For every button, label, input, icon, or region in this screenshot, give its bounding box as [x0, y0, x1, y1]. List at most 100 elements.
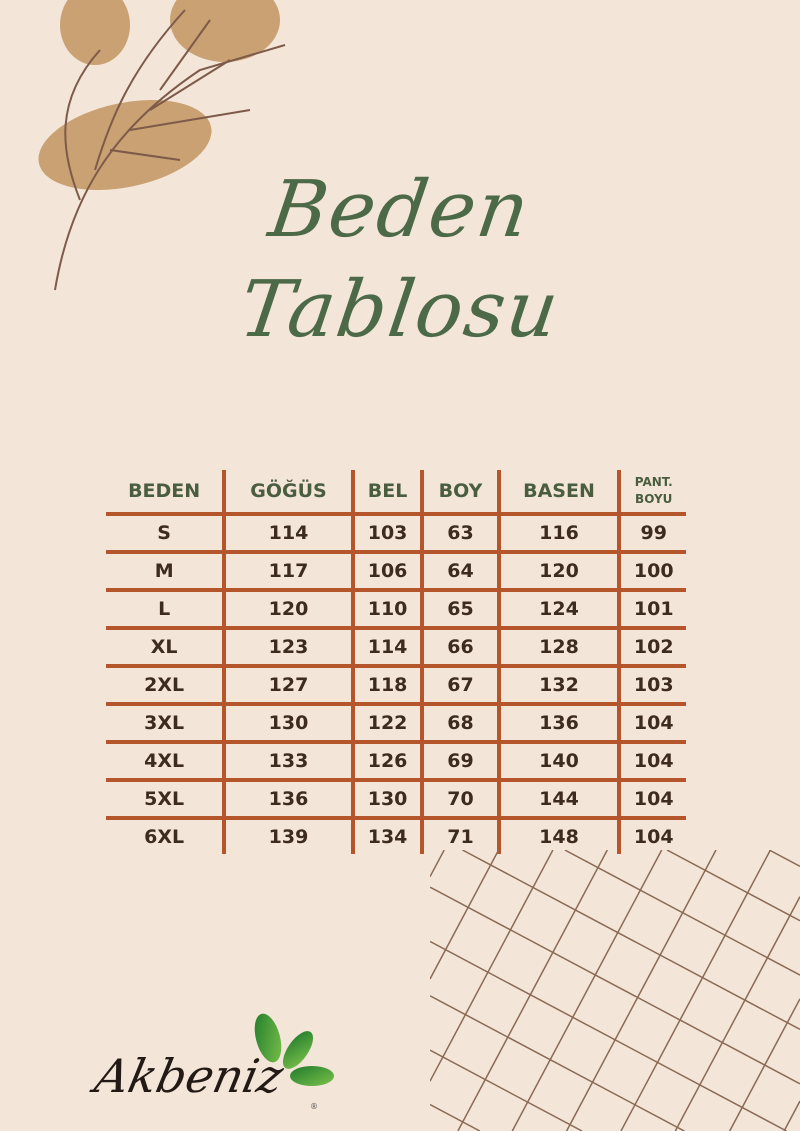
header-basen: BASEN: [496, 470, 620, 516]
grid-line: [783, 1100, 800, 1131]
table-row: 2XL 127 118 67 132 103: [106, 666, 686, 706]
measurement-cell: 136: [222, 780, 353, 820]
grid-line: [565, 850, 717, 1131]
grid-line: [430, 995, 685, 1131]
measurement-cell: 130: [222, 704, 353, 744]
header-pant: PANT.: [634, 475, 673, 489]
table-row: S 114 103 63 116 99: [106, 514, 686, 554]
measurement-cell: 140: [496, 742, 620, 782]
header-boyu: BOYU: [635, 492, 673, 506]
header-pant-boyu: PANT. BOYU: [617, 470, 686, 516]
grid-line: [430, 850, 554, 1082]
measurement-cell: 104: [617, 704, 686, 744]
grid-line: [430, 850, 500, 980]
title-line-2: Tablosu: [234, 265, 566, 355]
grid-line: [666, 850, 800, 922]
grid-line: [462, 850, 800, 1031]
measurement-cell: 104: [617, 818, 686, 854]
measurement-cell: 104: [617, 742, 686, 782]
size-cell: 6XL: [144, 826, 185, 848]
measurement-cell: 100: [617, 552, 686, 592]
measurement-cell: 65: [420, 590, 499, 630]
size-cell: L: [106, 590, 225, 630]
size-cell: M: [106, 552, 225, 592]
measurement-cell: 123: [222, 628, 353, 668]
page-title: Beden Tablosu: [0, 160, 800, 360]
header-boy: BOY: [420, 470, 499, 516]
title-line-1: Beden: [263, 165, 537, 255]
table-row: XL 123 114 66 128 102: [106, 628, 686, 668]
measurement-cell: 103: [617, 666, 686, 706]
measurement-cell: 128: [496, 628, 620, 668]
size-cell: 2XL: [106, 666, 225, 706]
grid-decoration: [430, 850, 800, 1131]
size-cell: XL: [106, 628, 225, 668]
leaf-branch-decoration: [38, 0, 286, 291]
measurement-cell: 116: [496, 514, 620, 554]
grid-line: [430, 1103, 481, 1131]
grid-line: [430, 886, 800, 1085]
measurement-cell: 127: [222, 666, 353, 706]
measurement-cell: 126: [350, 742, 423, 782]
size-cell: S: [106, 514, 225, 554]
grid-line: [620, 850, 772, 1131]
measurement-cell: 117: [222, 552, 353, 592]
grid-line: [768, 850, 800, 868]
measurement-cell: 134: [350, 818, 423, 854]
grid-line: [511, 850, 663, 1131]
measurement-cell: 139: [222, 818, 353, 854]
measurement-cell: 102: [617, 628, 686, 668]
table-row: M 117 106 64 120 100: [106, 552, 686, 592]
measurement-cell: 114: [350, 628, 423, 668]
grid-line: [729, 998, 800, 1131]
table-row: 3XL 130 122 68 136 104: [106, 704, 686, 744]
measurement-cell: 101: [617, 590, 686, 630]
measurement-cell: 133: [222, 742, 353, 782]
grid-line: [430, 940, 787, 1131]
table-row: 6XL 139 134 71 148 104: [106, 818, 686, 854]
measurement-cell: 103: [350, 514, 423, 554]
measurement-cell: 110: [350, 590, 423, 630]
measurement-cell: 118: [350, 666, 423, 706]
header-beden: BEDEN: [106, 470, 225, 516]
measurement-cell: 130: [350, 780, 423, 820]
measurement-cell: 69: [420, 742, 499, 782]
grid-line: [430, 1049, 583, 1131]
measurement-cell: 68: [420, 704, 499, 744]
size-chart-table: BEDEN GÖĞÜS BEL BOY BASEN PANT. BOYU S 114…: [106, 470, 686, 854]
registered-mark: ®: [310, 1102, 318, 1111]
measurement-cell: 124: [496, 590, 620, 630]
size-cell: 3XL: [106, 704, 225, 744]
measurement-cell: 99: [617, 514, 686, 554]
measurement-cell: 136: [496, 704, 620, 744]
measurement-cell: 144: [496, 780, 620, 820]
measurement-cell: 120: [496, 552, 620, 592]
grid-line: [457, 850, 608, 1131]
measurement-cell: 120: [222, 590, 353, 630]
table-row: 4XL 133 126 69 140 104: [106, 742, 686, 782]
header-gogus: GÖĞÜS: [222, 470, 353, 516]
measurement-cell: 66: [420, 628, 499, 668]
measurement-cell: 106: [350, 552, 423, 592]
grid-line: [674, 896, 800, 1131]
measurement-cell: 71: [420, 818, 499, 854]
measurement-cell: 122: [350, 704, 423, 744]
measurement-cell: 70: [420, 780, 499, 820]
measurement-cell: 64: [420, 552, 499, 592]
measurement-cell: 132: [496, 666, 620, 706]
akbeniz-logo: Akbeniz ®: [90, 1010, 334, 1120]
leaf-logo-icon: [254, 1013, 334, 1086]
size-cell: 5XL: [106, 780, 225, 820]
header-bel: BEL: [350, 470, 423, 516]
measurement-cell: 63: [420, 514, 499, 554]
table-row: L 120 110 65 124 101: [106, 590, 686, 630]
measurement-cell: 104: [617, 780, 686, 820]
table-header-row: BEDEN GÖĞÜS BEL BOY BASEN PANT. BOYU: [106, 470, 686, 516]
logo-text: Akbeniz: [90, 1049, 289, 1103]
measurement-cell: 114: [222, 514, 353, 554]
measurement-cell: 148: [496, 818, 620, 854]
measurement-cell: 67: [420, 666, 499, 706]
table-row: 5XL 136 130 70 144 104: [106, 780, 686, 820]
grid-line: [430, 850, 445, 878]
size-cell: 4XL: [106, 742, 225, 782]
